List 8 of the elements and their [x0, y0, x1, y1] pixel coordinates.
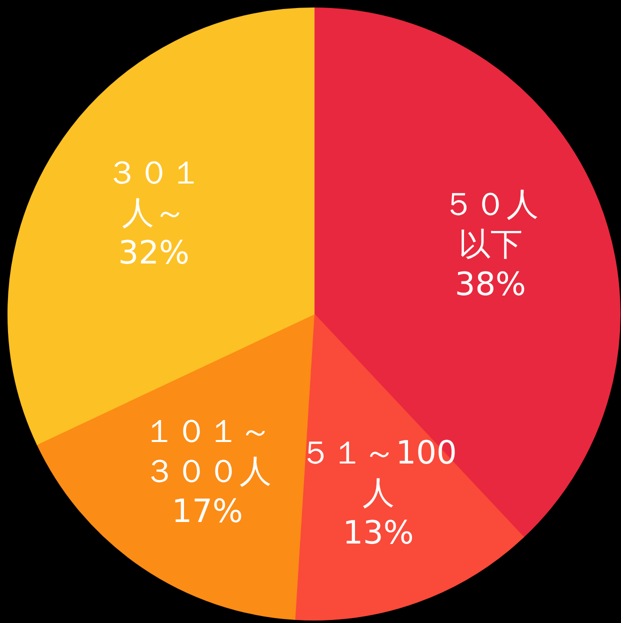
data-label: 32% [118, 233, 190, 272]
slice-label: ３０１人～ [106, 153, 202, 232]
slice-label: ５１～100人 [300, 434, 457, 512]
data-label: 17% [172, 492, 243, 530]
data-label: 38% [454, 265, 526, 304]
slice-label: １０１～３００人 [143, 412, 272, 490]
data-label: 13% [342, 514, 414, 552]
slice-label: ５０人以下 [442, 185, 538, 264]
